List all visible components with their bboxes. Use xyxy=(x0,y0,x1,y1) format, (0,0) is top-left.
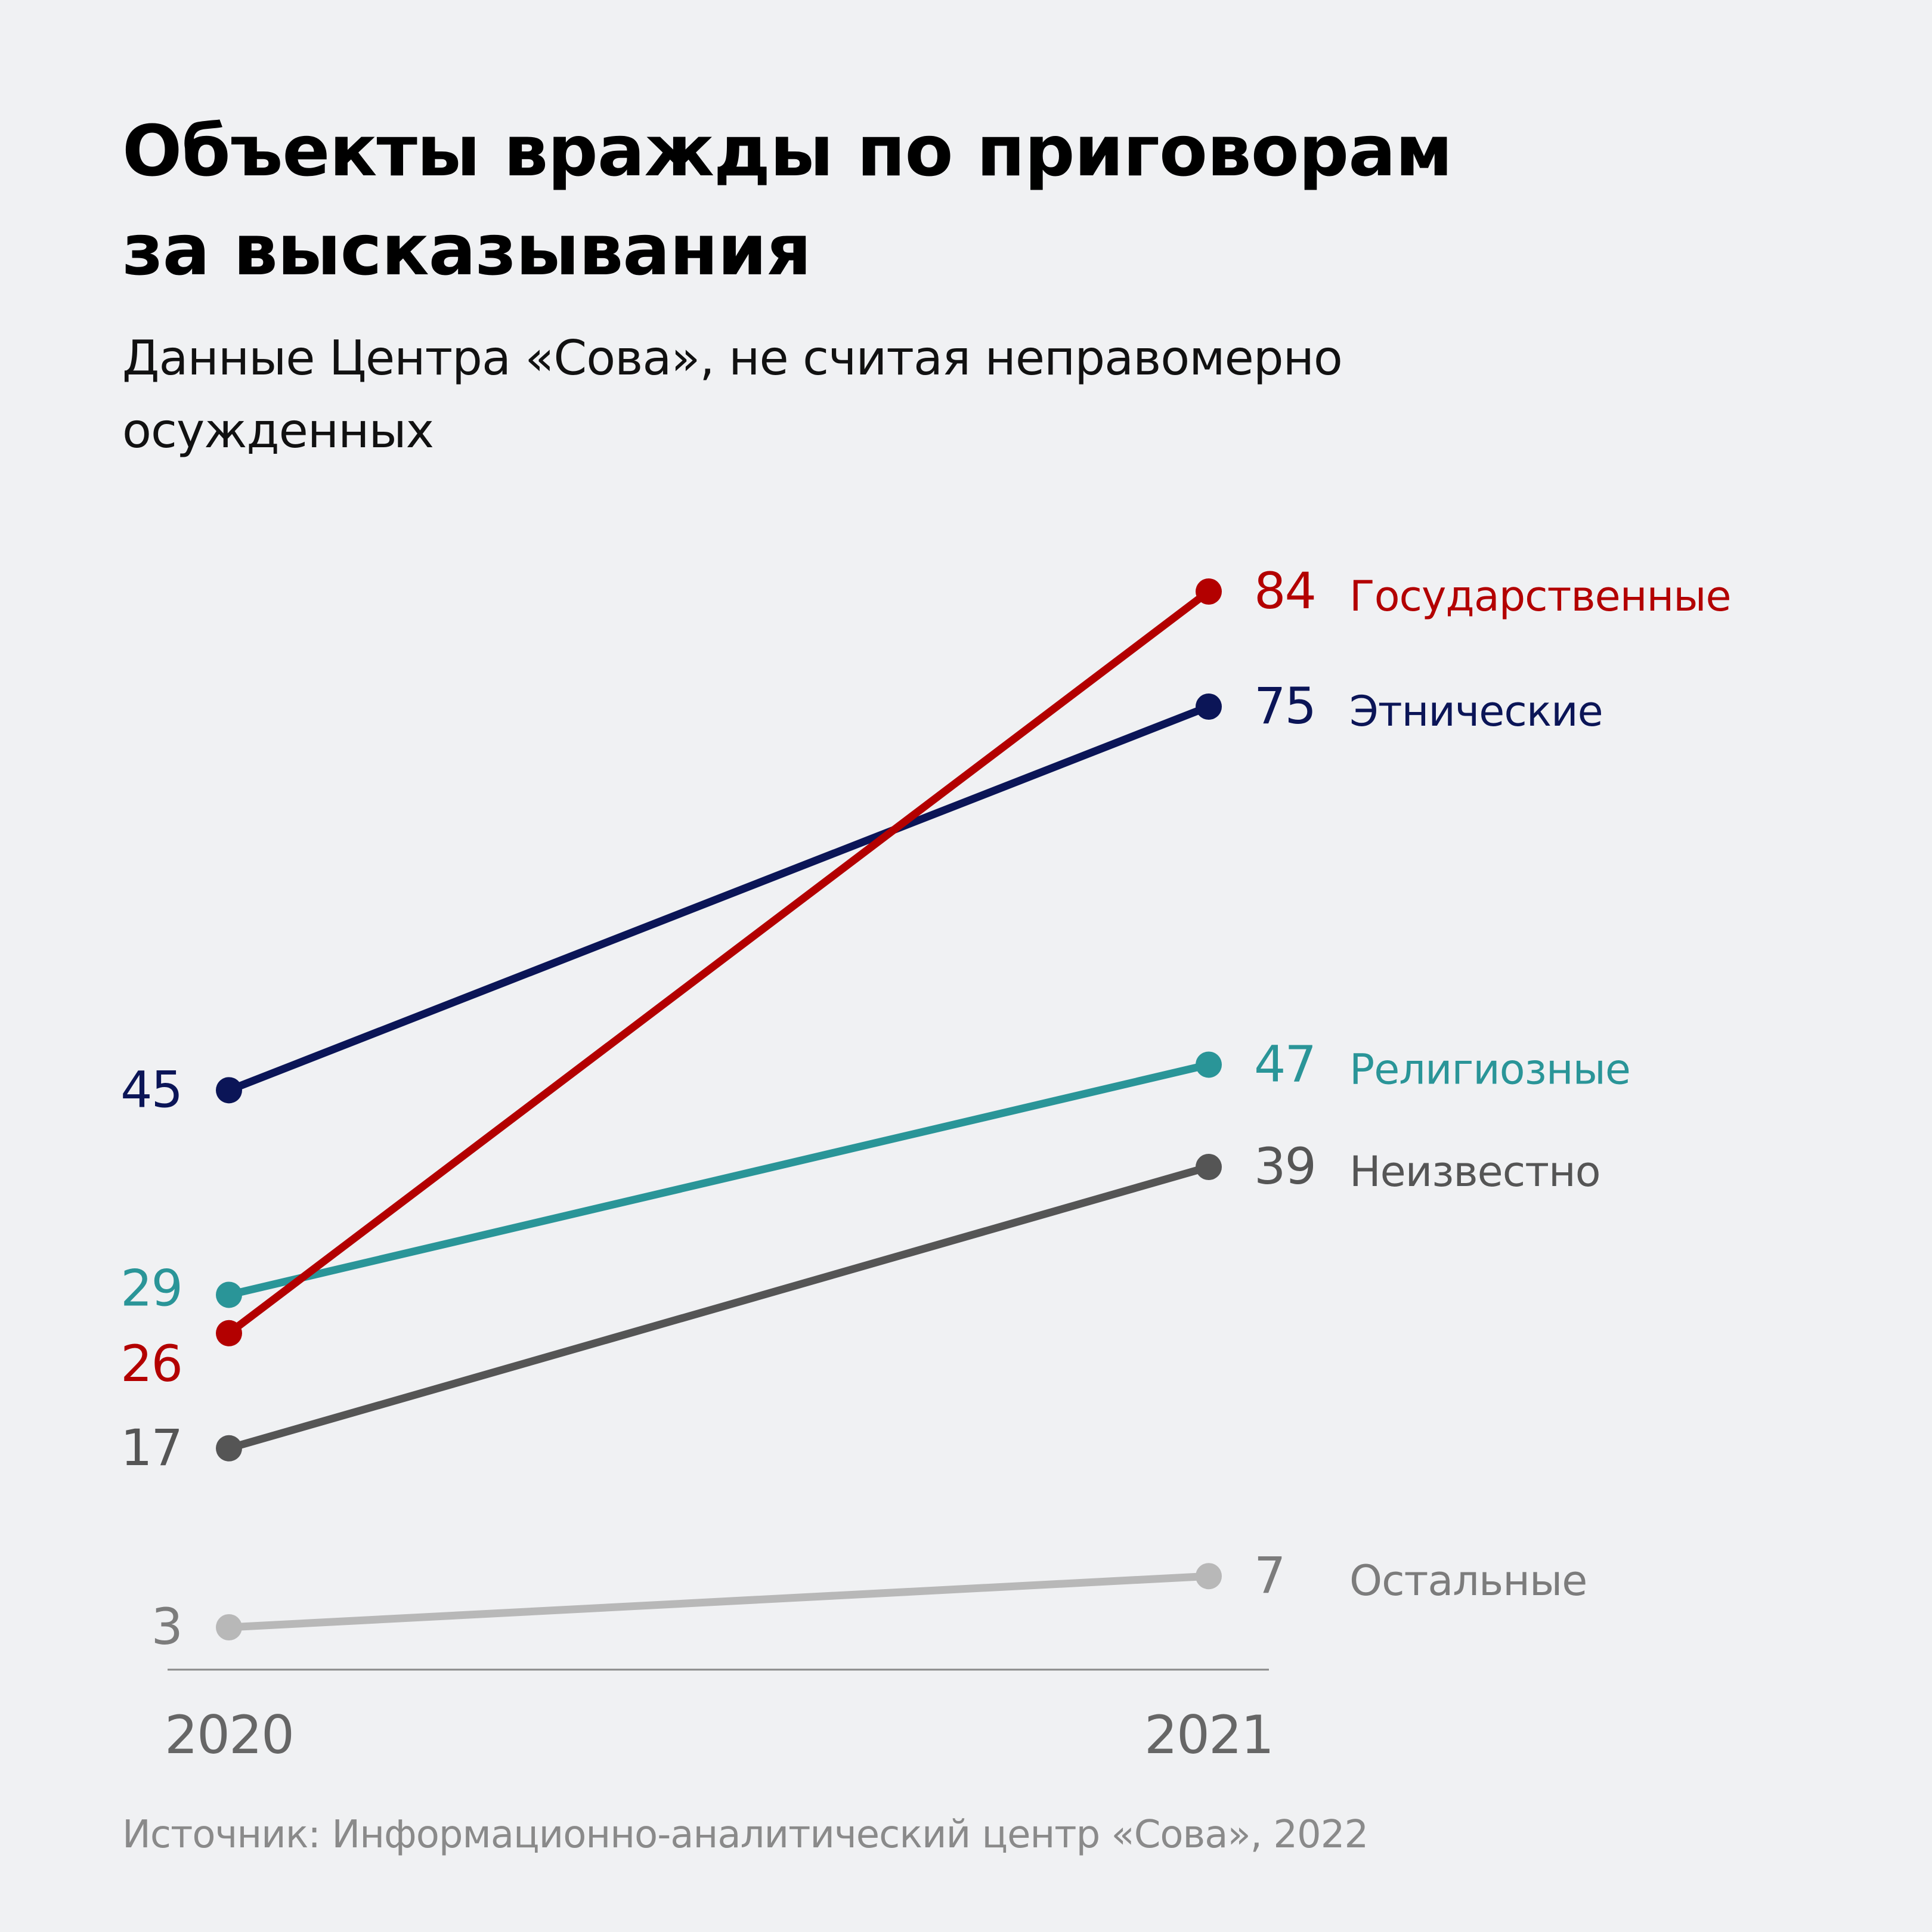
series-0-name-label: Государственные xyxy=(1349,572,1731,621)
series-1-name-label: Этнические xyxy=(1349,687,1603,736)
series-3-line xyxy=(225,1163,1213,1453)
chart-subtitle-line-2: осужденных xyxy=(122,403,434,459)
series-2-point-2021 xyxy=(1196,1051,1222,1078)
series-3-name-label: Неизвестно xyxy=(1349,1147,1600,1196)
series-4-value-2020: 3 xyxy=(151,1597,182,1656)
series-3-point-2020 xyxy=(216,1435,242,1462)
series-2-point-2020 xyxy=(216,1281,242,1308)
chart-title: Объекты вражды по приговорам за высказыв… xyxy=(122,101,1673,299)
chart-title-line-2: за высказывания xyxy=(122,209,812,291)
series-3-point-2021 xyxy=(1196,1154,1222,1180)
source-note: Источник: Информационно-аналитический це… xyxy=(122,1813,1368,1857)
chart-title-line-1: Объекты вражды по приговорам xyxy=(122,110,1453,192)
series-4-point-2020 xyxy=(216,1614,242,1640)
series-2-value-2020: 29 xyxy=(120,1259,182,1317)
x-tick-label-2021: 2021 xyxy=(1144,1704,1273,1766)
series-3-value-2021: 39 xyxy=(1254,1137,1315,1196)
series-2-line xyxy=(225,1060,1213,1299)
series-1-value-2021: 75 xyxy=(1254,677,1315,735)
series-3-value-2020: 17 xyxy=(120,1419,182,1477)
series-2-value-2021: 47 xyxy=(1254,1035,1315,1093)
series-0-line xyxy=(225,587,1213,1337)
series-4-value-2021: 7 xyxy=(1254,1546,1284,1605)
chart-subtitle: Данные Центра «Сова», не считая неправом… xyxy=(122,322,1613,467)
series-2-name-label: Религиозные xyxy=(1349,1045,1630,1094)
series-1-line xyxy=(225,702,1213,1094)
series-1-point-2020 xyxy=(216,1077,242,1104)
series-4-name-label: Остальные xyxy=(1349,1556,1587,1605)
series-1-point-2021 xyxy=(1196,693,1222,720)
series-0-value-2021: 84 xyxy=(1254,562,1315,620)
x-tick-label-2020: 2020 xyxy=(165,1704,293,1766)
series-0-value-2020: 26 xyxy=(120,1335,182,1393)
series-0-point-2020 xyxy=(216,1320,242,1346)
series-4-point-2021 xyxy=(1196,1563,1222,1590)
series-4-line xyxy=(225,1572,1213,1631)
chart-subtitle-line-1: Данные Центра «Сова», не считая неправом… xyxy=(122,330,1343,386)
series-0-point-2021 xyxy=(1196,578,1222,605)
series-1-value-2020: 45 xyxy=(120,1060,182,1119)
